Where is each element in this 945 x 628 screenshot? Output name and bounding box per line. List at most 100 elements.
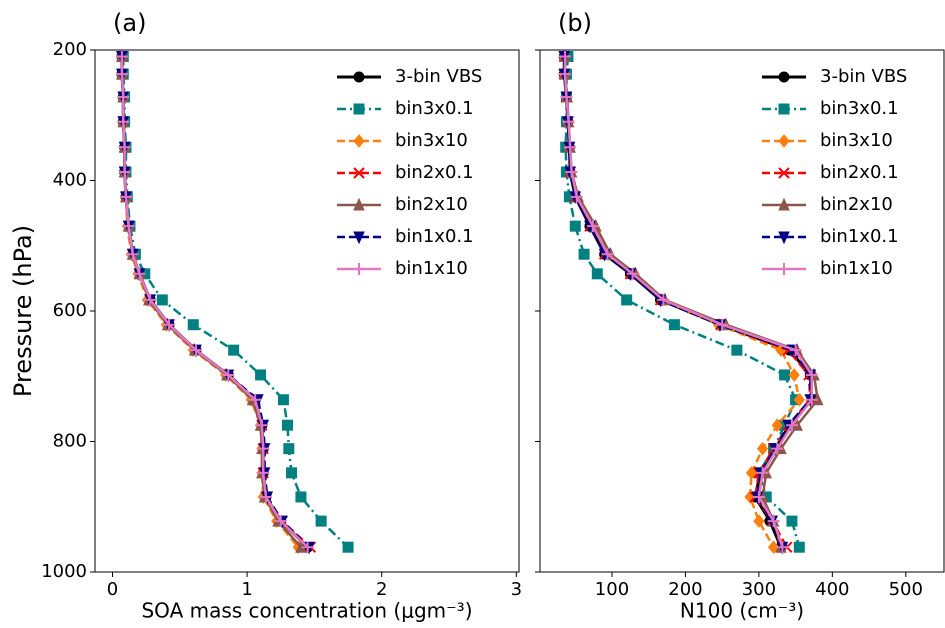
legend-label: bin3x10: [395, 130, 468, 151]
y-axis-label: Pressure (hPa): [9, 225, 37, 397]
legend-label: bin2x0.1: [395, 162, 474, 183]
marker: [785, 419, 798, 432]
legend-label: 3-bin VBS: [395, 66, 482, 87]
marker: [657, 293, 670, 306]
marker: [115, 50, 128, 63]
legend-label: bin3x10: [820, 130, 893, 151]
marker: [805, 393, 818, 406]
marker: [756, 466, 769, 479]
marker: [249, 393, 262, 406]
marker: [342, 541, 354, 553]
legend-label: bin2x10: [820, 194, 893, 215]
marker: [788, 368, 800, 382]
marker: [805, 368, 818, 381]
marker: [756, 441, 769, 456]
legend-label: bin1x0.1: [395, 226, 474, 247]
series-line: [562, 56, 812, 548]
marker: [257, 442, 270, 455]
marker: [789, 344, 802, 357]
x-tick-label: 300: [742, 579, 776, 600]
panel-title: (a): [113, 9, 146, 37]
marker: [189, 344, 202, 357]
legend-marker: [778, 134, 790, 148]
legend-marker: [778, 231, 790, 245]
legend-marker: [778, 167, 790, 179]
marker: [255, 419, 268, 432]
marker: [621, 294, 633, 306]
marker: [315, 515, 327, 527]
marker: [295, 491, 307, 503]
marker: [776, 541, 789, 554]
legend-label: bin1x10: [395, 258, 468, 279]
marker: [115, 68, 128, 81]
x-axis-label: SOA mass concentration (μgm⁻³): [141, 599, 472, 623]
x-tick-label: 200: [668, 579, 702, 600]
marker: [786, 515, 798, 527]
marker: [117, 115, 130, 128]
y-tick-label: 800: [53, 431, 87, 452]
series-line: [563, 56, 819, 548]
legend-label: bin3x0.1: [395, 98, 474, 119]
legend-marker: [778, 71, 790, 83]
legend-marker: [778, 263, 790, 275]
marker: [564, 141, 577, 154]
panel-title: (b): [558, 9, 592, 37]
marker: [560, 90, 573, 103]
legend-marker: [353, 134, 365, 148]
marker: [259, 490, 272, 503]
marker: [793, 541, 805, 553]
marker: [558, 68, 571, 81]
marker: [767, 540, 780, 554]
y-tick-label: 1000: [41, 561, 87, 582]
marker: [119, 190, 132, 203]
plot-frame: [94, 49, 520, 573]
x-tick-label: 0: [107, 579, 118, 600]
marker: [283, 443, 295, 455]
marker: [570, 190, 583, 203]
series-line: [562, 56, 814, 548]
marker: [117, 90, 130, 103]
plot-frame: [539, 49, 945, 573]
marker: [752, 490, 765, 503]
x-tick-label: 2: [376, 579, 387, 600]
x-tick-label: 400: [815, 579, 849, 600]
marker: [668, 319, 680, 331]
legend-marker: [353, 197, 365, 211]
marker: [586, 220, 599, 233]
marker: [569, 220, 581, 232]
legend-marker: [353, 167, 365, 179]
marker: [118, 166, 131, 179]
marker: [565, 166, 578, 179]
legend-label: bin3x0.1: [820, 98, 899, 119]
marker: [745, 466, 758, 480]
marker: [591, 268, 603, 280]
x-tick-label: 1: [241, 579, 252, 600]
series-line: [563, 56, 814, 548]
legend-marker: [353, 263, 365, 275]
x-axis-label: N100 (cm⁻³): [680, 599, 804, 623]
legend-label: bin1x0.1: [820, 226, 899, 247]
legend-marker: [353, 231, 365, 245]
marker: [187, 319, 199, 331]
legend-label: bin2x0.1: [820, 162, 899, 183]
y-tick-label: 400: [53, 170, 87, 191]
marker: [144, 293, 157, 306]
marker: [228, 344, 240, 356]
marker: [286, 467, 298, 479]
legend-marker: [353, 103, 365, 115]
marker: [257, 466, 270, 479]
marker: [753, 514, 765, 528]
x-tick-label: 500: [889, 579, 923, 600]
x-tick-label: 3: [511, 579, 522, 600]
marker: [578, 248, 590, 260]
marker: [771, 418, 783, 432]
marker: [716, 318, 729, 331]
legend-label: bin2x10: [395, 194, 468, 215]
y-tick-label: 200: [53, 39, 87, 60]
marker: [133, 267, 146, 280]
marker: [156, 294, 168, 306]
legend-marker: [353, 71, 365, 83]
series-line: [562, 56, 812, 548]
legend-label: 3-bin VBS: [820, 66, 907, 87]
